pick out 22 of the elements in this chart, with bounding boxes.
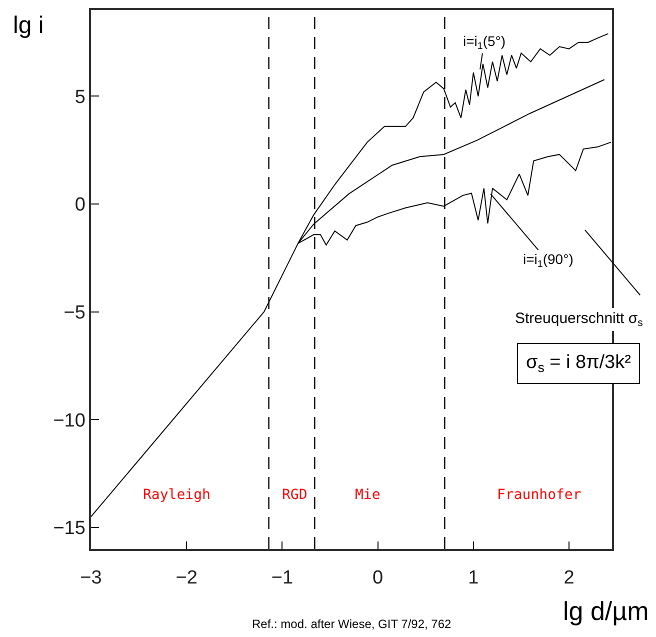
x-tick-label: −2 [176,568,198,589]
y-axis-title: lg i [13,12,44,39]
annotation: Streuquerschnitt σ$_{s}$ [515,310,643,330]
annotation: Rayleigh [143,487,210,503]
annotation: RGD [282,487,308,503]
y-tick-label: 5 [74,86,86,108]
y-tick-label: −15 [53,518,86,540]
annotation: σ$_{s}$ = i 8π/3k² [526,352,631,375]
annotation: Fraunhofer [497,487,582,503]
x-tick-label: 2 [564,568,574,589]
x-tick-label: −1 [271,568,294,589]
y-tick-label: −5 [64,302,86,324]
series-label: i=i$_{1}$(5°) [463,33,506,52]
y-tick-label: 0 [74,194,86,216]
x-tick-label: 0 [372,568,384,589]
x-tick-label: 1 [468,568,479,589]
annotation: Mie [355,487,380,503]
x-tick-label: −3 [80,568,102,589]
text: Ref.: mod. after Wiese, GIT 7/92, 762 [252,617,452,631]
text: i=i$_{1}$(90°) [523,251,574,270]
y-tick-label: −10 [53,410,86,432]
x-axis-title: lg d/µm [563,596,649,626]
